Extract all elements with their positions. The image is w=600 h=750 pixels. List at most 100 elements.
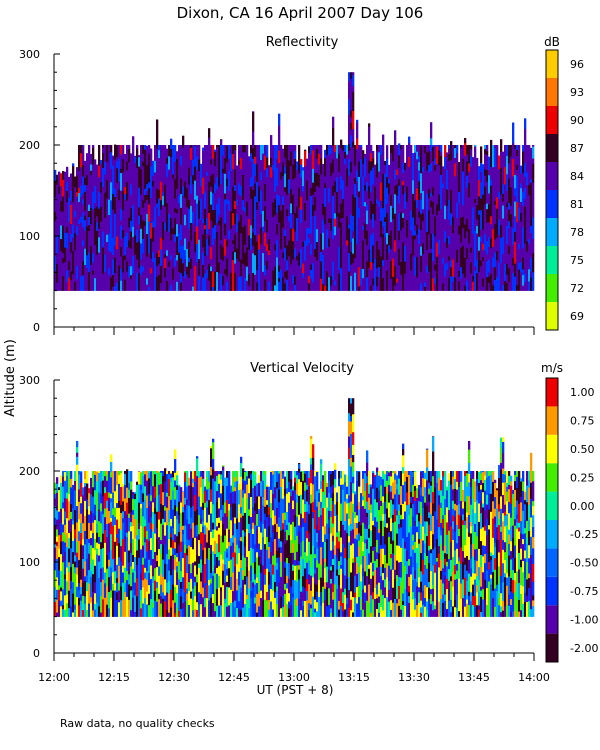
heatmap-cell <box>300 481 303 495</box>
heatmap-cell <box>226 477 229 486</box>
heatmap-cell <box>248 523 251 534</box>
heatmap-cell <box>102 509 105 515</box>
heatmap-cell <box>460 199 463 218</box>
heatmap-cell <box>294 257 297 263</box>
heatmap-cell <box>60 591 63 601</box>
heatmap-cell <box>280 471 283 487</box>
heatmap-cell <box>190 147 193 160</box>
heatmap-cell <box>194 510 197 526</box>
heatmap-cell <box>520 201 523 213</box>
heatmap-cell <box>362 163 365 177</box>
heatmap-cell <box>408 216 411 223</box>
heatmap-cell <box>368 143 371 154</box>
heatmap-cell <box>464 224 467 239</box>
heatmap-cell <box>396 282 399 291</box>
heatmap-cell <box>466 280 469 291</box>
heatmap-cell <box>244 493 247 513</box>
heatmap-cell <box>248 550 251 571</box>
heatmap-cell <box>180 526 183 542</box>
heatmap-cell <box>224 598 227 604</box>
heatmap-cell <box>246 266 249 281</box>
heatmap-cell <box>292 147 295 161</box>
heatmap-cell <box>194 145 197 153</box>
heatmap-cell <box>428 188 431 199</box>
heatmap-cell <box>472 233 475 250</box>
heatmap-cell <box>522 151 525 160</box>
heatmap-cell <box>524 148 527 164</box>
heatmap-cell <box>54 169 57 182</box>
heatmap-cell <box>196 156 199 170</box>
heatmap-cell <box>528 202 531 222</box>
heatmap-cell <box>218 497 221 509</box>
heatmap-cell <box>234 606 237 617</box>
heatmap-cell <box>310 195 313 215</box>
heatmap-cell <box>296 255 299 261</box>
heatmap-cell <box>80 185 83 197</box>
heatmap-cell <box>370 269 373 282</box>
heatmap-cell <box>174 554 177 560</box>
heatmap-cell <box>278 473 281 490</box>
heatmap-cell <box>368 239 371 250</box>
heatmap-cell <box>290 181 293 190</box>
heatmap-cell <box>128 195 131 205</box>
heatmap-cell <box>214 209 217 226</box>
heatmap-cell <box>478 214 481 220</box>
heatmap-cell <box>326 247 329 263</box>
heatmap-cell <box>118 583 121 591</box>
heatmap-cell <box>90 164 93 171</box>
heatmap-cell <box>302 208 305 222</box>
heatmap-cell <box>336 607 339 617</box>
heatmap-cell <box>112 492 115 509</box>
heatmap-cell <box>392 146 395 162</box>
heatmap-cell <box>334 570 337 585</box>
heatmap-cell <box>70 271 73 281</box>
heatmap-cell <box>488 236 491 248</box>
heatmap-cell <box>210 186 213 192</box>
heatmap-cell <box>318 217 321 225</box>
heatmap-cell <box>432 214 435 234</box>
heatmap-cell <box>318 275 321 291</box>
heatmap-cell <box>168 213 171 233</box>
heatmap-cell <box>436 256 439 265</box>
heatmap-cell <box>346 168 349 187</box>
heatmap-cell <box>502 253 505 269</box>
heatmap-cell <box>284 191 287 198</box>
heatmap-cell <box>96 254 99 273</box>
heatmap-cell <box>212 602 215 617</box>
heatmap-cell <box>286 471 289 489</box>
heatmap-cell <box>76 456 79 465</box>
heatmap-cell <box>128 550 131 563</box>
heatmap-cell <box>294 177 297 198</box>
heatmap-cell <box>92 270 95 275</box>
heatmap-cell <box>512 142 515 160</box>
heatmap-cell <box>156 218 159 235</box>
heatmap-cell <box>470 247 473 253</box>
heatmap-cell <box>440 189 443 210</box>
heatmap-cell <box>142 153 145 162</box>
heatmap-cell <box>96 569 99 587</box>
heatmap-cell <box>218 560 221 567</box>
heatmap-cell <box>384 236 387 242</box>
heatmap-cell <box>146 213 149 229</box>
heatmap-cell <box>188 199 191 209</box>
heatmap-cell <box>130 552 133 567</box>
heatmap-cell <box>308 504 311 514</box>
heatmap-cell <box>314 256 317 272</box>
heatmap-cell <box>242 226 245 232</box>
heatmap-cell <box>326 164 329 184</box>
heatmap-cell <box>420 145 423 164</box>
heatmap-cell <box>352 141 355 148</box>
heatmap-cell <box>494 279 497 291</box>
heatmap-cell <box>310 464 313 471</box>
heatmap-cell <box>248 492 251 510</box>
heatmap-cell <box>184 509 187 526</box>
heatmap-cell <box>338 191 341 203</box>
heatmap-cell <box>402 162 405 173</box>
heatmap-cell <box>294 276 297 285</box>
heatmap-cell <box>160 503 163 524</box>
heatmap-cell <box>244 252 247 267</box>
heatmap-cell <box>124 551 127 568</box>
heatmap-cell <box>422 220 425 234</box>
heatmap-cell <box>218 522 221 528</box>
heatmap-cell <box>398 185 401 204</box>
